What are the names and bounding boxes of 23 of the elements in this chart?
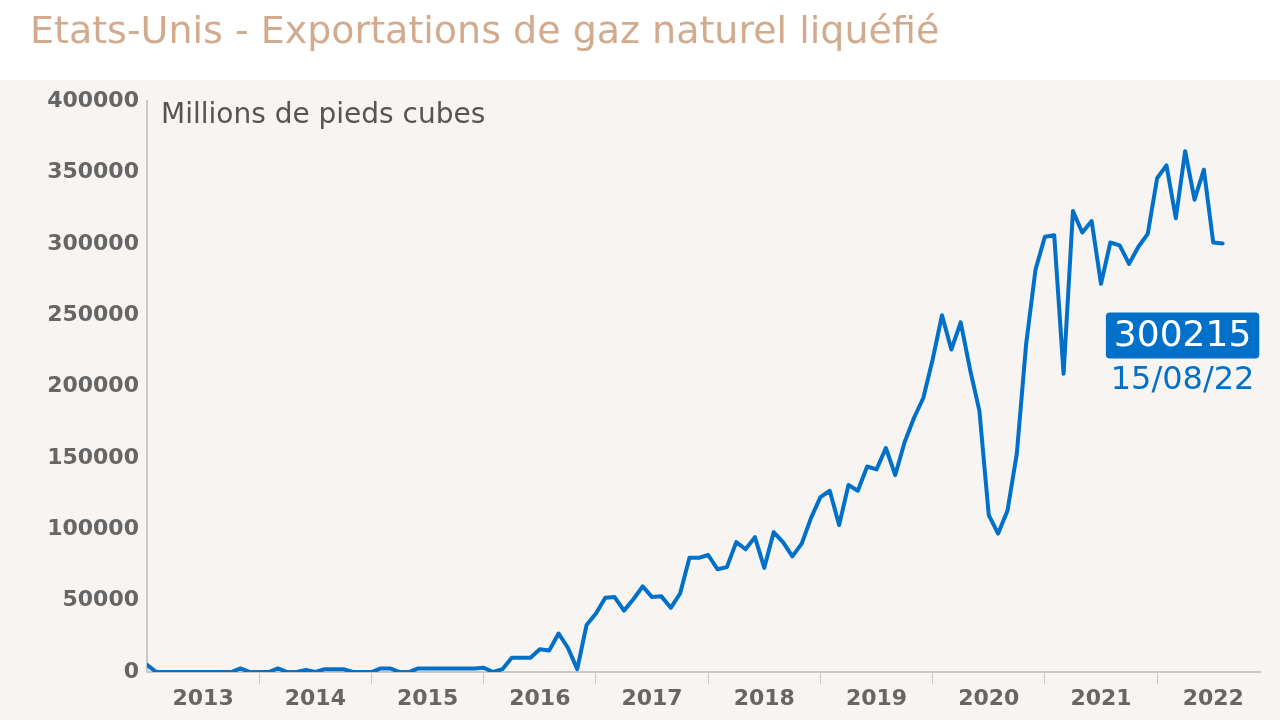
y-tick-label: 150000 bbox=[47, 443, 139, 469]
x-tick-label: 2020 bbox=[958, 684, 1020, 710]
x-tick-label: 2016 bbox=[509, 684, 571, 710]
x-tick-label: 2018 bbox=[733, 684, 795, 710]
x-tick-label: 2021 bbox=[1070, 684, 1132, 710]
x-tick-label: 2017 bbox=[621, 684, 683, 710]
y-tick-label: 200000 bbox=[47, 372, 139, 398]
annotation: 15/08/22 bbox=[1110, 358, 1255, 397]
x-tick-label: 2014 bbox=[284, 684, 346, 710]
x-tick-label: 2019 bbox=[845, 684, 908, 710]
y-axis-title: Millions de pieds cubes bbox=[161, 97, 486, 131]
y-tick-label: 50000 bbox=[62, 586, 139, 612]
x-tick-label: 2022 bbox=[1182, 684, 1244, 710]
x-tick-label: 2015 bbox=[396, 684, 459, 710]
y-tick-label: 300000 bbox=[47, 229, 139, 255]
y-tick-label: 350000 bbox=[47, 158, 139, 184]
y-tick-label: 0 bbox=[123, 657, 139, 683]
chart-title: Etats-Unis - Exportations de gaz naturel liquéfié bbox=[30, 8, 940, 52]
annotation: 300215 bbox=[1113, 312, 1252, 354]
x-tick-label: 2013 bbox=[172, 684, 234, 710]
y-tick-label: 400000 bbox=[47, 86, 139, 112]
y-tick-label: 250000 bbox=[47, 300, 139, 326]
y-tick-label: 100000 bbox=[47, 515, 139, 541]
